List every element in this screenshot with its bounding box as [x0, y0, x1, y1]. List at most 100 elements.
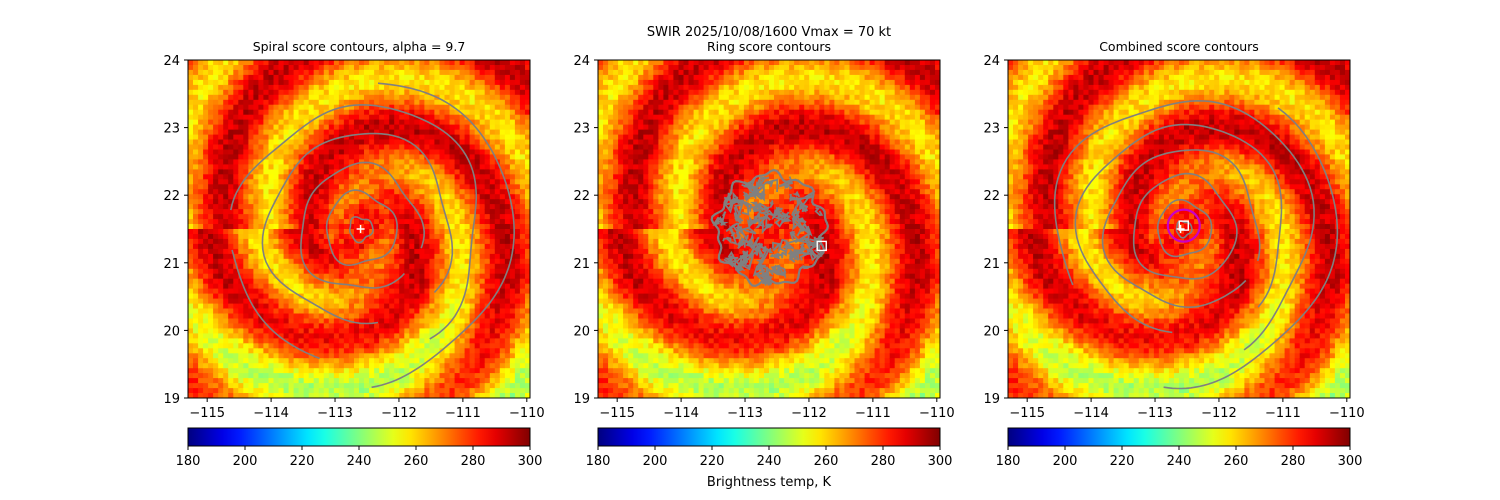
y-tick-label: 21: [573, 257, 590, 272]
x-tick-label: −112: [381, 406, 417, 421]
contour-line: [796, 195, 803, 208]
y-tick-label: 22: [163, 189, 180, 204]
contour-line: [785, 183, 793, 190]
contour-line: [791, 217, 803, 232]
contour-line: [772, 241, 782, 252]
contour-line: [767, 247, 774, 254]
panel-2: Ring score contours −115 −114 −113 −112 −111 −…: [573, 39, 954, 469]
contour-line: [758, 176, 770, 188]
contour-line: [1053, 99, 1315, 351]
colorbar-tick-label: 200: [1053, 454, 1078, 469]
x-tick-label: −110: [919, 406, 955, 421]
x-tick-label: −114: [1073, 406, 1109, 421]
y-tick-label: 20: [983, 324, 1000, 339]
colorbar-tick-label: 260: [404, 454, 429, 469]
axes-frame: [597, 59, 941, 399]
y-tick-label: 23: [573, 122, 590, 137]
contour-line: [792, 211, 800, 223]
contour-line: [789, 193, 796, 200]
contour-line: [325, 189, 398, 267]
colorbar-label: Brightness temp, K: [707, 475, 832, 490]
score-contours: [1053, 99, 1339, 390]
contour-line: [777, 238, 788, 252]
contour-line: [778, 176, 794, 190]
x-tick-label: −111: [855, 406, 891, 421]
colorbar-tick-label: 300: [1338, 454, 1363, 469]
contour-line: [798, 225, 813, 237]
contour-line: [796, 196, 811, 209]
y-tick-label: 21: [983, 257, 1000, 272]
panel-3: Combined score contours −115 −114 −113 −112 −…: [983, 39, 1364, 469]
x-tick-label: −111: [1265, 406, 1301, 421]
contour-line: [799, 243, 807, 251]
colorbar-tick-label: 280: [1281, 454, 1306, 469]
colorbar-tick-label: 300: [518, 454, 543, 469]
contour-line: [798, 250, 811, 261]
contour-line: [778, 247, 787, 257]
contour-line: [781, 215, 793, 224]
contour-line: [777, 265, 787, 279]
contour-line: [786, 242, 795, 250]
panel-title: Combined score contours: [1099, 39, 1259, 54]
y-tick-label: 19: [983, 392, 1000, 407]
y-tick-label: 20: [573, 324, 590, 339]
contour-line: [741, 200, 752, 216]
y-tick-label: 20: [163, 324, 180, 339]
center-circle-marker: [1166, 208, 1201, 243]
colorbar-tick-label: 220: [1110, 454, 1135, 469]
contour-line: [764, 178, 779, 193]
colorbar: [597, 427, 941, 447]
colorbar-tick-label: 200: [233, 454, 258, 469]
x-tick-label: −115: [599, 406, 635, 421]
contour-line: [349, 216, 374, 244]
colorbar-tick-label: 260: [814, 454, 839, 469]
center-square-marker: [1178, 220, 1189, 231]
y-tick-label: 21: [163, 257, 180, 272]
colorbar-tick-label: 300: [928, 454, 953, 469]
contour-line: [722, 236, 732, 244]
figure-suptitle: SWIR 2025/10/08/1600 Vmax = 70 kt: [647, 25, 891, 40]
contour-line: [755, 242, 764, 259]
y-tick-label: 19: [573, 392, 590, 407]
axes-frame: [1007, 59, 1351, 399]
colorbar-tick-label: 200: [643, 454, 668, 469]
y-tick-label: 19: [163, 392, 180, 407]
brightness-heatmap: [598, 60, 940, 398]
contour-line: [753, 202, 769, 213]
panel-title: Spiral score contours, alpha = 9.7: [253, 39, 466, 54]
brightness-heatmap: [188, 60, 530, 398]
x-tick-label: −114: [663, 406, 699, 421]
contour-line: [725, 222, 740, 235]
x-tick-label: −112: [791, 406, 827, 421]
score-contours: [230, 82, 516, 389]
contour-line: [750, 236, 760, 252]
contour-line: [742, 190, 749, 199]
contour-line: [803, 236, 817, 252]
x-tick-label: −115: [189, 406, 225, 421]
axes-frame: [187, 59, 531, 399]
contour-line: [772, 253, 782, 260]
contour-line: [749, 204, 757, 213]
contour-line: [730, 229, 738, 246]
contour-line: [794, 246, 803, 255]
contour-line: [751, 183, 765, 202]
contour-line: [789, 252, 800, 261]
y-tick-label: 24: [983, 54, 1000, 69]
contour-line: [801, 205, 808, 213]
contour-line: [739, 226, 757, 242]
contour-line: [733, 203, 744, 221]
contour-line: [1074, 123, 1283, 334]
center-plus-marker: [356, 225, 365, 233]
colorbar-tick-label: 240: [347, 454, 372, 469]
contour-line: [743, 253, 752, 261]
contour-line: [791, 203, 800, 217]
score-contours: [710, 168, 830, 288]
contour-line: [1132, 172, 1238, 280]
colorbar-tick-label: 220: [700, 454, 725, 469]
contour-line: [713, 211, 726, 224]
y-tick-label: 23: [983, 122, 1000, 137]
x-tick-label: −111: [445, 406, 481, 421]
colorbar-tick-label: 240: [1167, 454, 1192, 469]
y-tick-label: 24: [573, 54, 590, 69]
